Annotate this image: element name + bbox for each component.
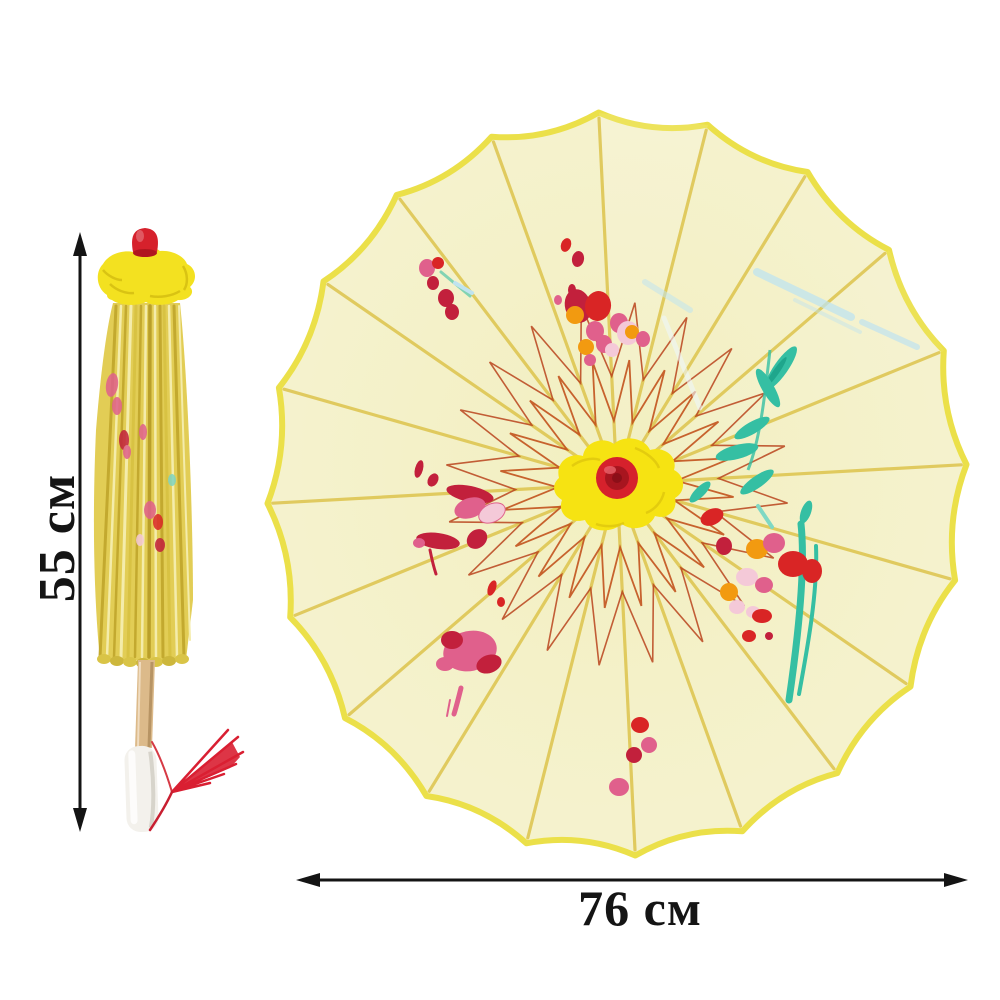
painted-petal-dots-bottom bbox=[609, 717, 657, 796]
string-web-ring bbox=[446, 302, 788, 666]
umbrella-rib bbox=[627, 517, 743, 828]
umbrella-rib bbox=[637, 511, 836, 771]
painted-blossoms-top bbox=[554, 238, 650, 366]
umbrella-rib bbox=[634, 175, 807, 455]
umbrella-rib bbox=[597, 116, 617, 449]
painted-flowers-right bbox=[700, 500, 822, 704]
umbrella-rib bbox=[491, 140, 607, 451]
canopy-sheen bbox=[599, 113, 708, 484]
painted-blue-streaks bbox=[642, 268, 920, 411]
umbrella-rib bbox=[644, 502, 908, 686]
painted-bamboo-leaves bbox=[689, 346, 797, 503]
string-web bbox=[446, 302, 788, 666]
umbrella-rib bbox=[650, 463, 963, 484]
umbrella-rib bbox=[617, 519, 637, 852]
closed-shaft bbox=[135, 660, 155, 748]
umbrella-rib bbox=[427, 513, 600, 793]
umbrella-rib bbox=[347, 505, 592, 717]
diameter-arrow bbox=[296, 873, 968, 887]
height-arrow bbox=[73, 232, 87, 832]
open-umbrella-illustration bbox=[264, 109, 970, 859]
umbrella-rib bbox=[526, 518, 610, 840]
closed-umbrella-illustration bbox=[93, 228, 245, 833]
umbrella-rib bbox=[271, 484, 584, 505]
closed-canopy-paint-marks bbox=[105, 373, 176, 552]
knob bbox=[596, 457, 638, 499]
closed-cap bbox=[132, 228, 158, 257]
painted-flower-bottom-left bbox=[436, 580, 505, 717]
closed-handle bbox=[124, 745, 159, 833]
tassel bbox=[148, 728, 245, 832]
ruffle-shading bbox=[102, 265, 189, 299]
painted-blossoms-left bbox=[419, 257, 474, 320]
painted-orchid-left bbox=[413, 460, 506, 576]
umbrella-rib bbox=[326, 282, 590, 466]
height-dimension-label: 55 см bbox=[29, 473, 86, 603]
open-ribs bbox=[271, 116, 963, 852]
umbrella-rib bbox=[293, 495, 586, 617]
umbrella-rib bbox=[624, 128, 708, 450]
diameter-dimension-label: 76 см bbox=[578, 880, 702, 936]
string-web-ring bbox=[500, 359, 734, 609]
umbrella-rib bbox=[648, 351, 941, 473]
umbrella-rib bbox=[642, 251, 887, 463]
umbrella-rib bbox=[398, 197, 597, 457]
closed-canopy-body bbox=[93, 303, 193, 668]
umbrella-rib bbox=[282, 387, 585, 476]
